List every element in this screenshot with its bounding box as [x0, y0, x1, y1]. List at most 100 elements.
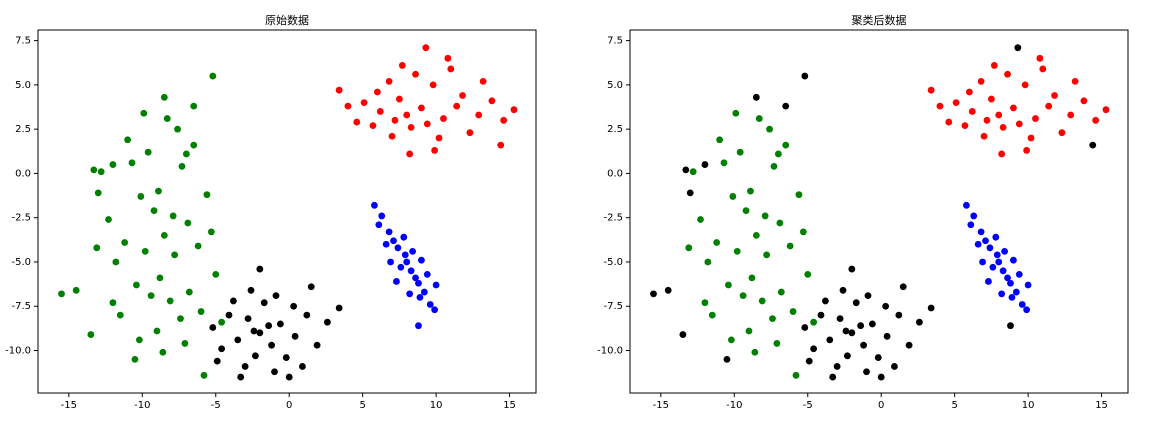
point [877, 373, 885, 381]
point [510, 106, 518, 114]
point [406, 290, 414, 298]
point [883, 332, 891, 340]
point [766, 125, 773, 133]
point [268, 341, 275, 349]
point [256, 329, 264, 337]
y-tick-label: 2.5 [15, 124, 31, 135]
point [874, 354, 882, 361]
point [360, 99, 368, 106]
point [720, 159, 728, 167]
point [786, 242, 794, 250]
point [200, 371, 208, 379]
plot: 聚类后数据 -15 -10 -5 0 5 10 15 -10.0 -7.5 -5.0 -2.5 0.0 2… [597, 13, 1129, 411]
point [282, 354, 290, 361]
point [475, 111, 483, 119]
point [1014, 44, 1022, 52]
point [769, 315, 776, 323]
point [313, 341, 321, 349]
point [927, 304, 935, 312]
point [488, 97, 496, 105]
x-tick-label: -15 [653, 400, 669, 411]
point [418, 256, 425, 264]
point [995, 258, 1003, 266]
point [977, 77, 985, 85]
point [153, 327, 161, 335]
point [403, 111, 411, 119]
point [497, 141, 505, 149]
point [1007, 322, 1014, 330]
point [97, 168, 105, 176]
point [163, 115, 171, 122]
point [401, 251, 409, 259]
point [207, 228, 215, 236]
point [998, 290, 1006, 298]
point [209, 72, 217, 80]
point [999, 123, 1007, 131]
point [905, 341, 913, 349]
point [391, 116, 399, 124]
point [774, 150, 782, 158]
y-tick-label: 2.5 [607, 124, 623, 135]
point [276, 320, 284, 328]
point [344, 102, 352, 110]
point [995, 111, 1003, 119]
point [369, 122, 377, 130]
point [225, 311, 233, 319]
x-tick-label: -5 [803, 400, 813, 411]
point [833, 363, 841, 370]
point [821, 297, 829, 305]
point [1004, 70, 1011, 78]
point [725, 281, 732, 289]
x-tick-label: 5 [951, 400, 957, 411]
point [751, 348, 759, 356]
point [752, 93, 760, 101]
point [272, 292, 280, 300]
point [952, 99, 960, 106]
y-tick-label: -2.5 [603, 213, 623, 224]
point [1045, 102, 1053, 110]
point [423, 270, 431, 278]
point [393, 278, 400, 285]
point [353, 118, 361, 126]
point [382, 240, 390, 248]
point [970, 212, 978, 220]
point [986, 244, 994, 252]
point [307, 283, 315, 291]
point [868, 320, 876, 328]
point [1023, 147, 1031, 154]
point [891, 363, 898, 370]
point [466, 129, 474, 137]
point [792, 371, 800, 379]
point [979, 258, 986, 266]
point [431, 306, 439, 314]
point [782, 102, 790, 110]
y-tick-label: 0.0 [15, 168, 31, 179]
point [650, 290, 657, 298]
point [961, 122, 969, 130]
point [412, 274, 419, 282]
point [776, 219, 784, 227]
point [1018, 301, 1026, 308]
point [839, 286, 847, 294]
point [752, 232, 760, 239]
point [447, 65, 455, 73]
point [804, 270, 812, 278]
point [237, 373, 245, 381]
point [141, 247, 149, 255]
x-tick-label: 10 [1022, 400, 1035, 411]
plot-frame [37, 29, 537, 394]
point [1010, 104, 1017, 112]
point [761, 212, 769, 220]
point [135, 336, 143, 344]
point [755, 115, 763, 122]
point [1008, 293, 1016, 301]
point [212, 270, 220, 278]
point [335, 86, 343, 94]
point [729, 193, 737, 200]
point [915, 318, 923, 326]
point [137, 193, 145, 200]
point [679, 331, 687, 338]
point [181, 340, 189, 347]
point [685, 244, 693, 252]
